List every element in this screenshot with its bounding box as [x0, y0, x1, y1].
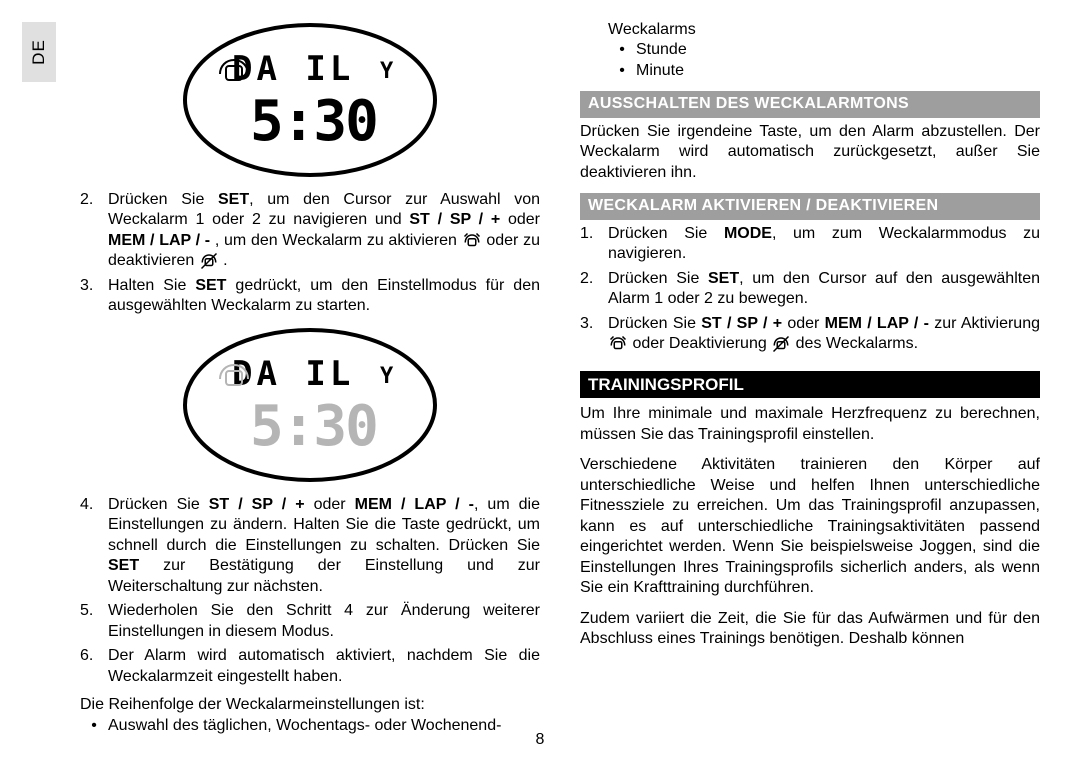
step-5-text: Wiederholen Sie den Schritt 4 zur Änderu… — [108, 601, 540, 642]
order-item: Auswahl des täglichen, Wochentags- oder … — [108, 716, 540, 736]
alarm-on-icon — [608, 335, 628, 353]
cont-item: Stunde — [636, 40, 1040, 60]
training-p3: Zudem variiert die Zeit, die Sie für das… — [580, 609, 1040, 650]
list-number: 4. — [80, 495, 108, 597]
svg-text:5:30: 5:30 — [250, 394, 377, 459]
heading-training-profile: TRAININGSPROFIL — [580, 371, 1040, 399]
svg-text:DA IL: DA IL — [232, 49, 354, 89]
language-label: DE — [29, 39, 49, 65]
alarm-off-icon — [771, 335, 791, 353]
svg-text:Y: Y — [380, 364, 394, 389]
heading-alarm-activate: WECKALARM AKTIVIEREN / DEAKTIVIEREN — [580, 193, 1040, 219]
order-intro: Die Reihenfolge der Weckalarmeinstellung… — [80, 695, 540, 715]
page-number: 8 — [536, 731, 545, 749]
svg-text:5:30: 5:30 — [250, 89, 377, 154]
training-p1: Um Ihre minimale und maximale Herzfreque… — [580, 404, 1040, 445]
list-number: 2. — [80, 190, 108, 272]
svg-text:Y: Y — [380, 59, 394, 84]
alarm-on-icon — [462, 232, 482, 250]
act-step-3: Drücken Sie ST / SP / + oder MEM / LAP /… — [608, 314, 1040, 355]
step-6-text: Der Alarm wird automatisch aktiviert, na… — [108, 646, 540, 687]
language-tab: DE — [22, 22, 56, 82]
alarm-off-icon — [199, 252, 219, 270]
left-column: DA IL Y 5:30 2. Drücken Sie SET, um den … — [80, 20, 540, 751]
act-step-1: Drücken Sie MODE, um zum Weckalarmmodus … — [608, 224, 1040, 265]
heading-alarm-off: AUSSCHALTEN DES WECKALARMTONS — [580, 91, 1040, 117]
cont-item: Minute — [636, 61, 1040, 81]
step-3-text: Halten Sie SET gedrückt, um den Einstell… — [108, 276, 540, 317]
right-column: Weckalarms •Stunde •Minute AUSSCHALTEN D… — [580, 20, 1040, 751]
list-number: 6. — [80, 646, 108, 687]
svg-text:DA IL: DA IL — [232, 354, 354, 394]
step-4-text: Drücken Sie ST / SP / + oder MEM / LAP /… — [108, 495, 540, 597]
act-step-2: Drücken Sie SET, um den Cursor auf den a… — [608, 269, 1040, 310]
alarm-off-text: Drücken Sie irgendeine Taste, um den Ala… — [580, 122, 1040, 183]
list-number: 3. — [580, 314, 608, 355]
list-number: 1. — [580, 224, 608, 265]
list-number: 2. — [580, 269, 608, 310]
list-number: 3. — [80, 276, 108, 317]
lcd-display-grey: DA IL Y 5:30 — [180, 325, 440, 485]
training-p2: Verschiedene Aktivitäten trainieren den … — [580, 455, 1040, 598]
step-2-text: Drücken Sie SET, um den Cursor zur Auswa… — [108, 190, 540, 272]
cont-item: Weckalarms — [608, 20, 1040, 40]
list-number: 5. — [80, 601, 108, 642]
lcd-display-dark: DA IL Y 5:30 — [180, 20, 440, 180]
